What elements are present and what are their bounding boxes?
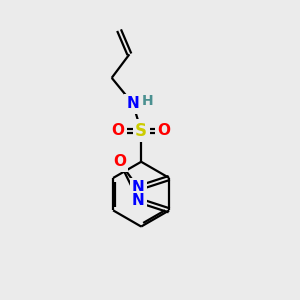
Text: O: O bbox=[158, 123, 171, 138]
Text: O: O bbox=[113, 154, 126, 169]
Text: N: N bbox=[127, 96, 139, 111]
Text: N: N bbox=[132, 193, 145, 208]
Text: O: O bbox=[112, 123, 125, 138]
Text: S: S bbox=[135, 122, 147, 140]
Text: H: H bbox=[142, 94, 154, 108]
Text: N: N bbox=[132, 181, 145, 196]
